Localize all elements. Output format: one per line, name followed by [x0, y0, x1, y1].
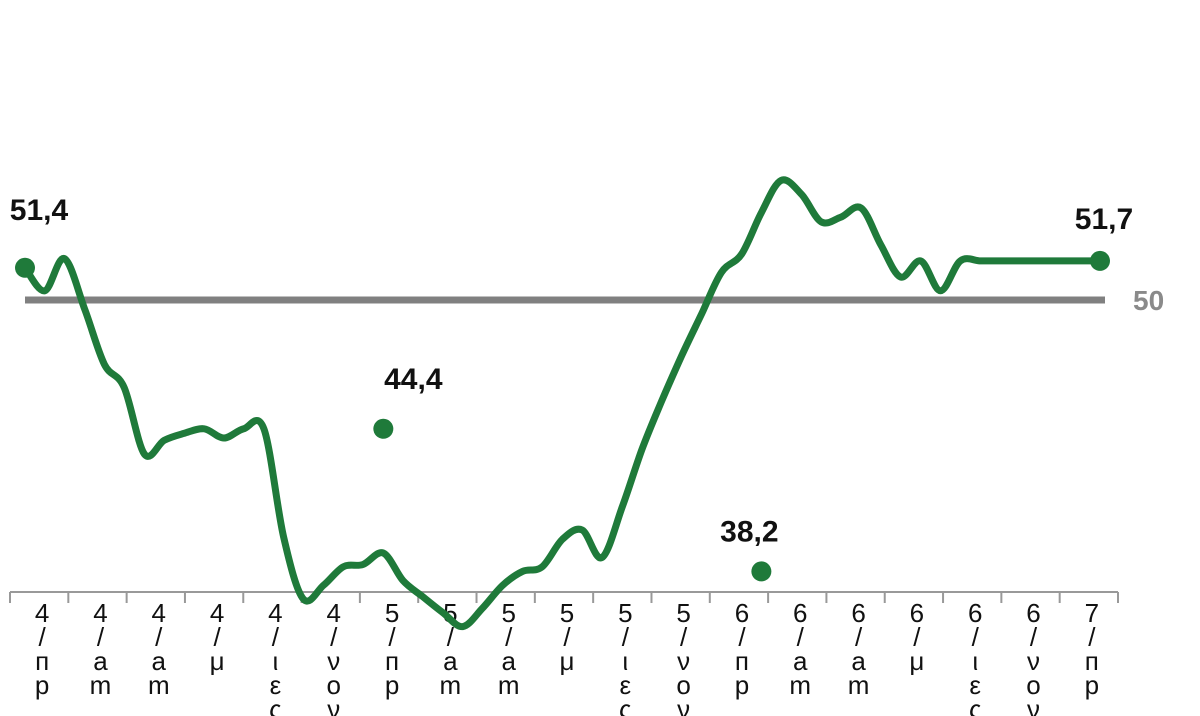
x-tick-label: 5/ν ο ν — [676, 598, 690, 716]
data-value-label: 38,2 — [720, 515, 778, 548]
data-value-label: 44,4 — [384, 363, 443, 396]
data-point-marker — [373, 418, 394, 439]
x-tick-label: 4/ν ο ν — [327, 598, 341, 716]
data-point-marker — [15, 257, 35, 278]
data-point-marker — [1090, 250, 1110, 271]
x-tick-label: 6/п р — [735, 598, 749, 700]
x-tick-label: 6/a m — [848, 598, 870, 700]
reference-line-group: 50 — [25, 285, 1164, 316]
x-tick-label: 4/a m — [148, 598, 170, 700]
x-tick-label: 6/ι ε ς — [968, 598, 982, 716]
series-line — [21, 176, 1104, 631]
x-tick-label: 7/п р — [1085, 598, 1099, 700]
x-tick-label: 5/п р — [385, 598, 399, 700]
marker-group: 51,4 44,4 38,2 51,7 — [10, 194, 1133, 582]
reference-line-label: 50 — [1133, 285, 1164, 316]
x-tick-label: 5/μ — [560, 598, 575, 676]
x-axis: 4/п р4/a m4/a m4/μ4/ι ε ς4/ν ο ν5/п р5/a m5/a m5/μ… — [9, 591, 1119, 716]
x-tick-label: 6/ν ο ν — [1026, 598, 1040, 716]
x-tick-label: 5/a m — [498, 598, 520, 700]
x-tick-label: 5/ι ε ς — [618, 598, 632, 716]
data-value-label: 51,7 — [1075, 203, 1133, 236]
data-value-label: 51,4 — [10, 194, 69, 227]
data-point-marker — [751, 561, 772, 582]
x-tick-label: 6/a m — [789, 598, 811, 700]
x-tick-label: 4/п р — [35, 598, 49, 700]
x-tick-label: 6/μ — [909, 598, 924, 676]
x-tick-label: 4/a m — [90, 598, 112, 700]
x-tick-label: 4/μ — [210, 598, 225, 676]
x-tick-label: 4/ι ε ς — [268, 598, 282, 716]
series-group — [21, 176, 1104, 631]
